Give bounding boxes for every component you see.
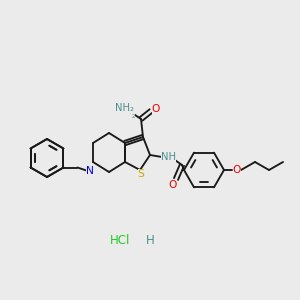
Text: NH₂: NH₂ — [115, 103, 134, 113]
Text: ₂: ₂ — [131, 112, 135, 121]
Text: O: O — [152, 104, 160, 114]
Text: HCl: HCl — [110, 233, 130, 247]
Text: NH: NH — [115, 105, 130, 115]
Text: N: N — [85, 167, 93, 176]
Text: S: S — [138, 169, 144, 179]
Text: H: H — [146, 233, 154, 247]
Text: NH: NH — [160, 152, 175, 162]
Text: O: O — [169, 180, 177, 190]
Text: O: O — [233, 165, 241, 175]
